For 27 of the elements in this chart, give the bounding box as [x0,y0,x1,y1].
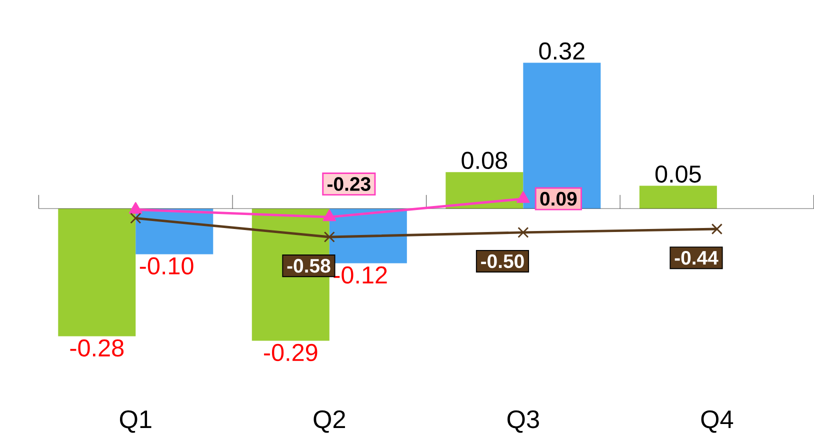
bar [446,172,524,209]
point [518,226,529,238]
point [129,202,142,214]
data-label: -0.58 [287,258,330,273]
data-label: -0.50 [481,254,524,268]
x-tick-label: Q2 [314,410,346,433]
data-label: -0.23 [328,177,370,191]
data-label: 0.05 [655,165,701,183]
point [322,210,336,222]
x-tick-label: Q3 [508,410,539,433]
point [130,212,142,224]
bar [523,62,601,209]
data-label: -0.44 [674,250,718,265]
data-label: -0.10 [140,257,194,275]
data-label: -0.28 [70,339,124,357]
point [711,223,722,235]
data-label: 0.09 [540,192,577,206]
bar [58,208,136,336]
x-tick-label: Q4 [701,410,734,433]
bar [639,186,717,209]
x-tick-label: Q1 [120,410,152,433]
data-label: -0.29 [264,344,318,362]
data-label: 0.08 [462,152,508,170]
data-label: 0.32 [539,42,584,60]
point [516,191,530,203]
data-label: -0.12 [334,266,387,284]
point [324,231,335,243]
